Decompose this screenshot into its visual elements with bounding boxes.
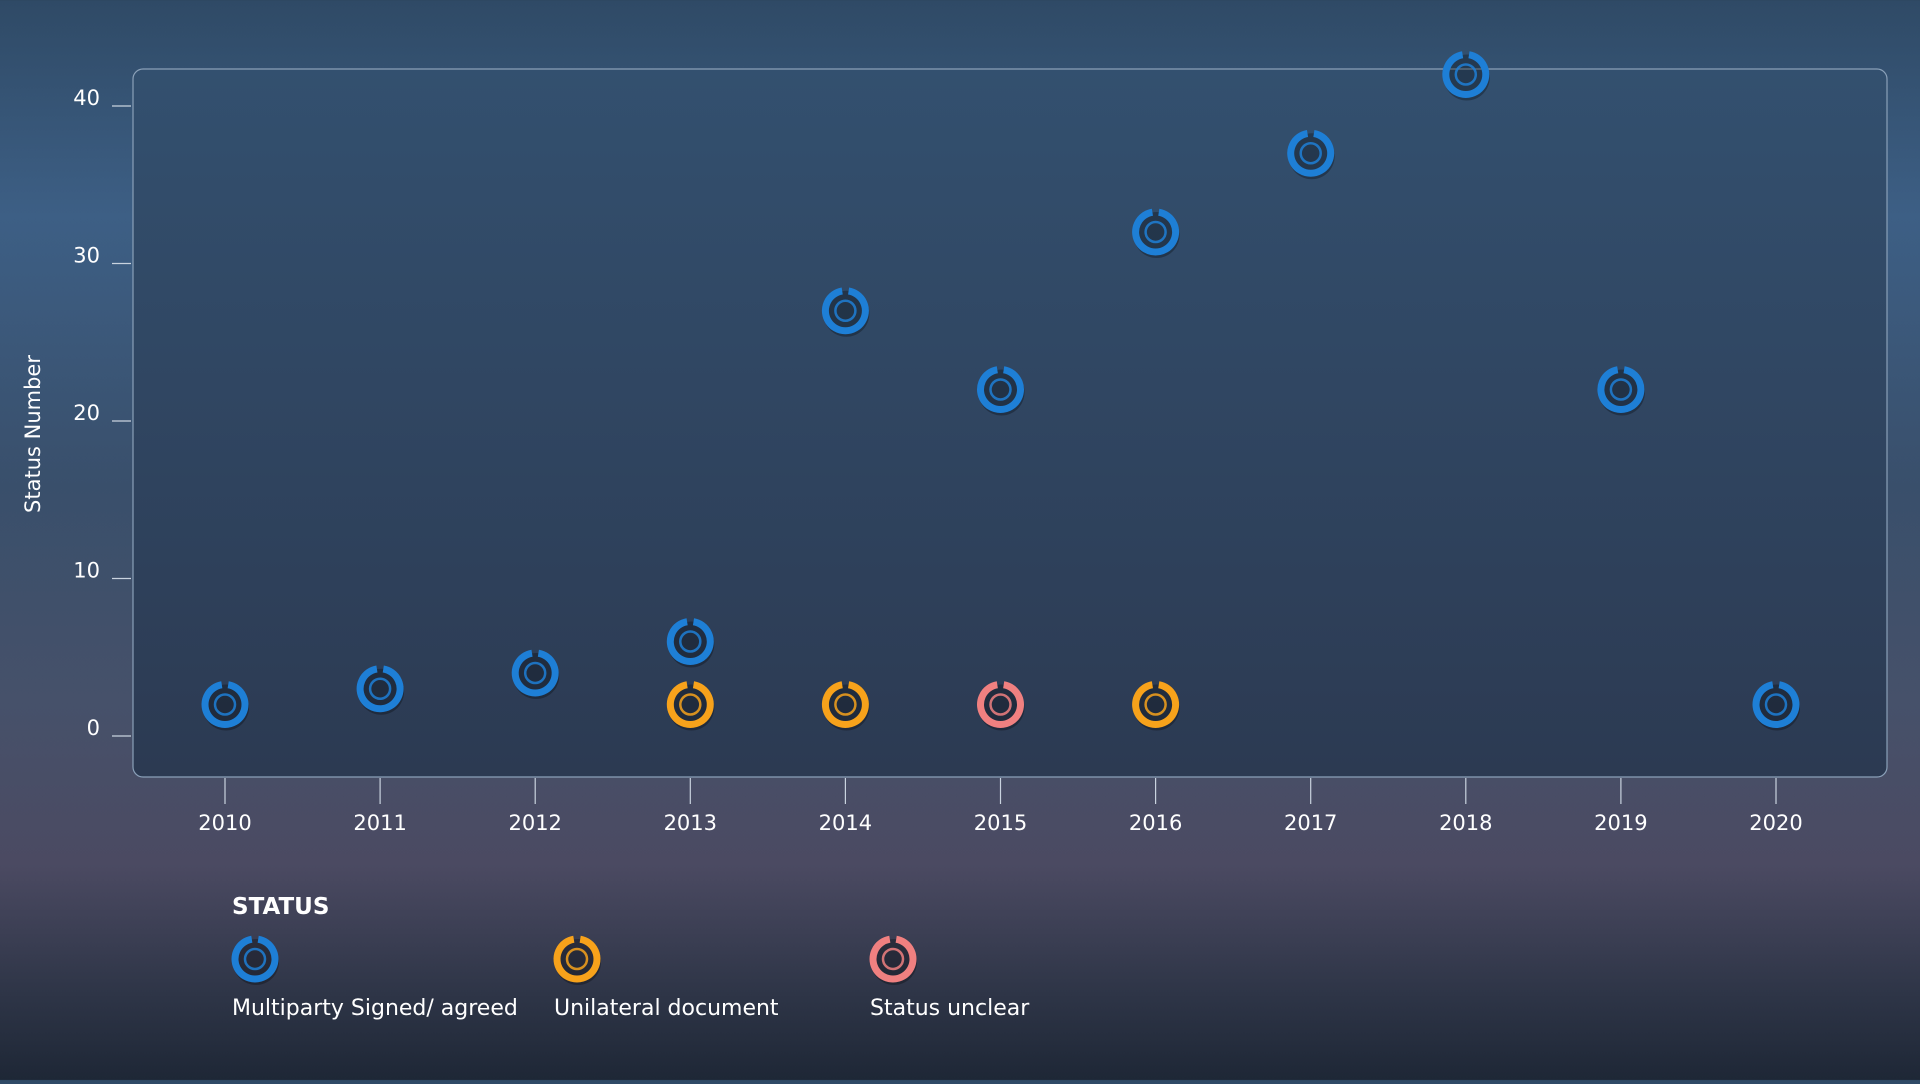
data-points xyxy=(201,51,1800,731)
legend-marker-0 xyxy=(231,935,279,985)
point-series-0 xyxy=(1752,681,1800,731)
point-series-0 xyxy=(1132,208,1180,258)
point-series-0 xyxy=(1287,130,1335,180)
y-tick-label: 0 xyxy=(87,716,100,740)
x-tick-label: 2018 xyxy=(1439,811,1492,835)
point-series-1 xyxy=(1132,681,1180,731)
point-series-0 xyxy=(201,681,249,731)
legend-title: STATUS xyxy=(232,894,329,920)
y-tick-label: 20 xyxy=(73,401,100,425)
y-tick-label: 10 xyxy=(73,559,100,583)
legend-label: Status unclear xyxy=(870,996,1030,1021)
legend-marker-2 xyxy=(869,935,917,985)
x-tick-label: 2015 xyxy=(974,811,1027,835)
legend-label: Multiparty Signed/ agreed xyxy=(232,996,518,1021)
point-series-0 xyxy=(977,366,1025,416)
point-series-0 xyxy=(356,665,405,715)
x-axis: 2010 2011 2012 2013 2014 2015 2016 2017 2018 2019… xyxy=(198,778,1803,835)
x-tick-label: 2013 xyxy=(664,811,717,835)
y-axis-label: Status Number xyxy=(21,355,45,513)
legend-marker-1 xyxy=(553,935,601,985)
x-tick-label: 2020 xyxy=(1749,811,1802,835)
point-series-0 xyxy=(821,287,870,337)
point-series-1 xyxy=(821,681,870,731)
x-tick-label: 2016 xyxy=(1129,811,1182,835)
y-axis: 0 10 20 30 40 xyxy=(73,86,131,740)
x-tick-label: 2010 xyxy=(198,811,251,835)
point-series-2 xyxy=(977,681,1025,731)
x-tick-label: 2014 xyxy=(819,811,872,835)
point-series-0 xyxy=(511,649,560,699)
x-tick-label: 2019 xyxy=(1594,811,1647,835)
y-tick-label: 30 xyxy=(73,244,100,268)
point-series-0 xyxy=(1442,51,1490,101)
plot-area xyxy=(132,68,1888,778)
point-series-1 xyxy=(666,681,715,731)
x-tick-label: 2012 xyxy=(508,811,561,835)
x-tick-label: 2011 xyxy=(353,811,406,835)
point-series-0 xyxy=(1597,366,1645,416)
point-series-0 xyxy=(666,618,715,668)
x-tick-label: 2017 xyxy=(1284,811,1337,835)
y-tick-label: 40 xyxy=(73,86,100,110)
legend: Multiparty Signed/ agreed Unilateral docu… xyxy=(231,935,1030,1021)
legend-label: Unilateral document xyxy=(554,996,779,1021)
